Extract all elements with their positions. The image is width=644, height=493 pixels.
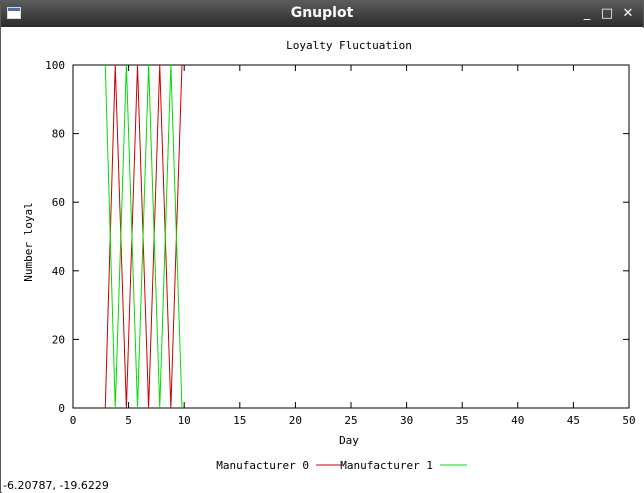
x-tick-label: 50 xyxy=(622,414,635,427)
y-axis-label: Number loyal xyxy=(22,202,35,281)
x-tick-label: 5 xyxy=(125,414,132,427)
y-tick-label: 100 xyxy=(45,59,65,72)
x-tick-label: 0 xyxy=(70,414,77,427)
x-tick-label: 45 xyxy=(567,414,580,427)
title-bar[interactable]: Gnuplot _ □ ✕ xyxy=(1,1,643,27)
x-axis-label: Day xyxy=(339,434,359,447)
plot-frame-layer xyxy=(72,64,630,409)
x-tick-label: 15 xyxy=(233,414,246,427)
x-tick-label: 30 xyxy=(400,414,413,427)
x-tick-label: 40 xyxy=(511,414,524,427)
axis-ticks-layer: 0 5 10 15 20 25 30 35 40 45 50 0 20 40 60 80 100 xyxy=(45,59,636,427)
x-tick-label: 35 xyxy=(456,414,469,427)
y-tick-label: 80 xyxy=(52,128,65,141)
y-tick-label: 20 xyxy=(52,333,65,346)
chart-svg[interactable]: Loyalty Fluctuation 0 5 10 15 20 25 30 35 40 45 50… xyxy=(2,28,644,478)
series-layer xyxy=(104,64,183,409)
legend: Manufacturer 0 Manufacturer 1 xyxy=(216,459,467,472)
window-icon[interactable] xyxy=(7,7,21,19)
status-bar: -6.20787, -19.6229 xyxy=(2,478,644,493)
y-tick-label: 60 xyxy=(52,196,65,209)
x-tick-label: 10 xyxy=(178,414,191,427)
coordinate-readout: -6.20787, -19.6229 xyxy=(3,479,109,492)
minimize-button[interactable]: _ xyxy=(583,6,591,21)
maximize-button[interactable]: □ xyxy=(600,6,614,21)
x-tick-label: 25 xyxy=(344,414,357,427)
x-tick-label: 20 xyxy=(289,414,302,427)
legend-label-0: Manufacturer 0 xyxy=(216,459,309,472)
legend-label-1: Manufacturer 1 xyxy=(340,459,433,472)
plot-border xyxy=(72,64,630,409)
window-title: Gnuplot xyxy=(290,5,354,21)
plot-canvas[interactable]: Loyalty Fluctuation 0 5 10 15 20 25 30 35 40 45 50… xyxy=(2,28,644,478)
close-button[interactable]: ✕ xyxy=(622,6,634,21)
y-tick-label: 40 xyxy=(52,265,65,278)
chart-title: Loyalty Fluctuation xyxy=(286,39,412,52)
y-tick-label: 0 xyxy=(58,402,65,415)
series-line-1 xyxy=(104,64,183,409)
